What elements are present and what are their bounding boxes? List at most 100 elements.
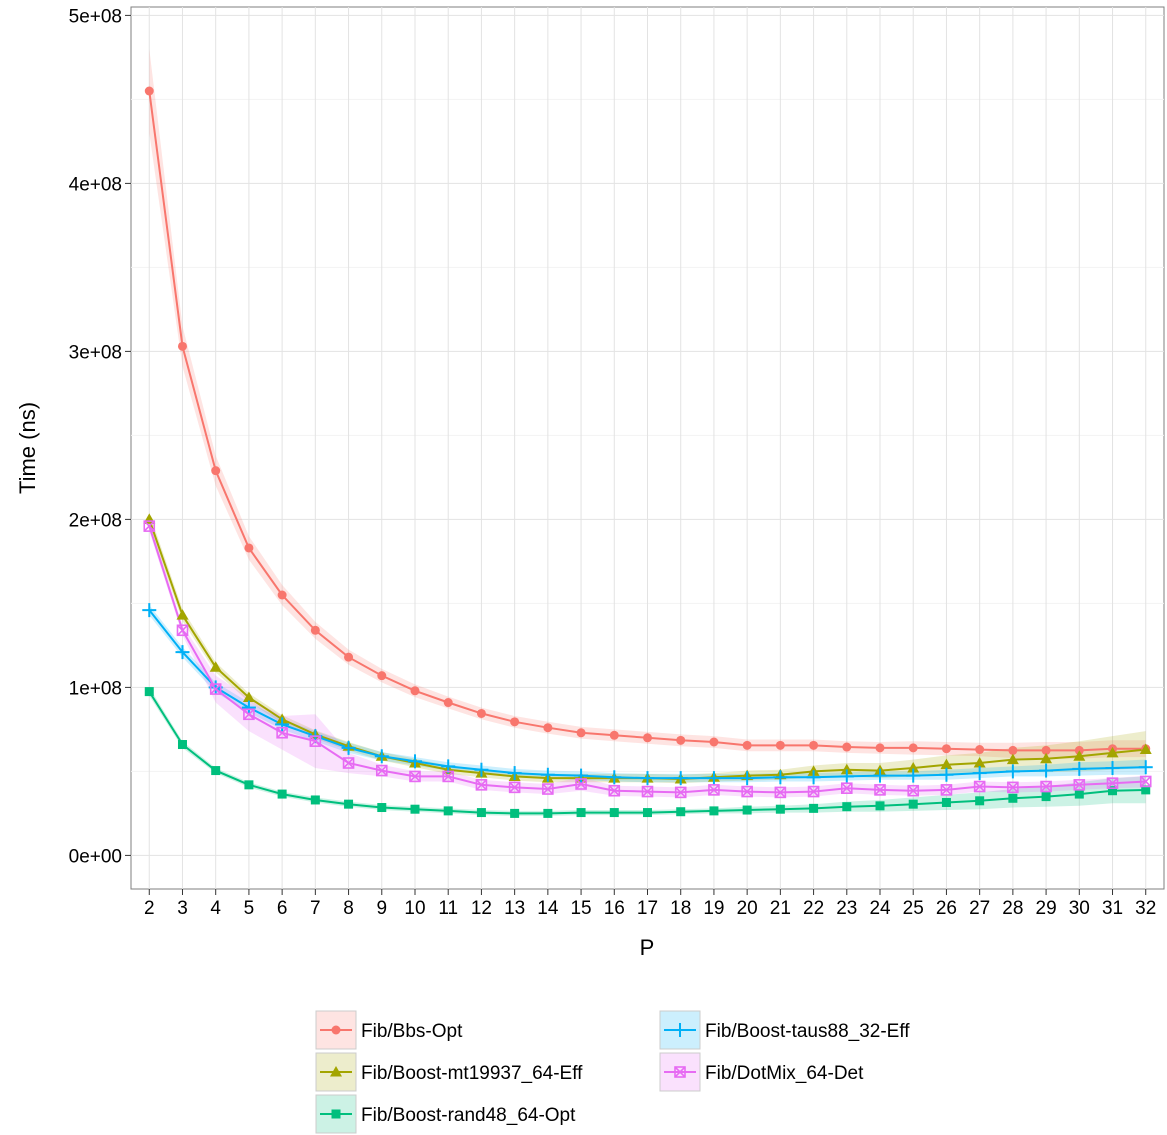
point-series-2	[908, 799, 918, 809]
point-series-2	[809, 803, 819, 813]
legend-label: Fib/Bbs-Opt	[361, 1021, 463, 1042]
point-series-1	[242, 691, 255, 702]
point-series-4	[708, 784, 720, 796]
point-series-3	[574, 768, 589, 783]
point-series-0	[742, 740, 752, 750]
point-series-3	[806, 770, 821, 785]
point-series-3	[906, 768, 921, 783]
x-tick-label: 7	[310, 898, 321, 919]
point-series-4	[209, 683, 222, 695]
point-series-0	[609, 730, 619, 740]
point-series-4	[409, 770, 421, 783]
point-series-0	[510, 717, 520, 727]
y-tick-label: 4e+08	[69, 174, 122, 195]
point-series-3	[773, 770, 788, 785]
point-series-3	[341, 740, 356, 755]
point-series-4	[342, 757, 355, 769]
point-series-2	[244, 780, 254, 790]
point-series-2	[211, 766, 221, 776]
point-series-0	[144, 86, 154, 96]
point-series-4	[442, 770, 455, 783]
point-series-1	[1006, 753, 1019, 765]
point-series-0	[941, 744, 951, 754]
point-series-3	[374, 749, 389, 764]
point-series-0	[676, 735, 686, 745]
x-tick-label: 21	[770, 898, 791, 919]
point-series-3	[1005, 764, 1020, 779]
legend-label: Fib/DotMix_64-Det	[705, 1063, 864, 1084]
point-series-4	[176, 624, 189, 637]
legend-key-marker	[331, 1109, 341, 1119]
point-series-2	[842, 802, 852, 812]
point-series-4	[874, 784, 886, 796]
point-series-0	[211, 466, 221, 476]
point-series-0	[875, 743, 885, 753]
point-series-0	[277, 590, 287, 600]
point-series-1	[176, 609, 189, 620]
point-series-4	[1139, 775, 1152, 788]
point-series-2	[1074, 789, 1084, 799]
point-series-3	[275, 717, 290, 732]
x-tick-label: 32	[1135, 898, 1156, 919]
point-series-3	[474, 762, 489, 777]
point-series-4	[741, 785, 753, 798]
point-series-1	[907, 762, 920, 773]
x-tick-label: 28	[1002, 898, 1023, 919]
grid	[131, 7, 1164, 889]
point-series-4	[807, 785, 820, 798]
point-series-2	[1141, 785, 1151, 795]
point-series-4	[608, 784, 621, 797]
y-tick-label: 5e+08	[69, 6, 122, 27]
point-series-4	[309, 735, 322, 747]
point-series-2	[676, 807, 686, 817]
legend-key-marker	[674, 1066, 686, 1078]
point-series-3	[640, 771, 655, 786]
point-series-0	[310, 625, 320, 635]
point-series-2	[144, 687, 154, 697]
legend-item: Fib/Boost-rand48_64-Opt	[315, 1094, 576, 1134]
legend-item: Fib/Bbs-Opt	[315, 1010, 463, 1050]
point-series-0	[975, 745, 985, 755]
point-series-3	[673, 771, 688, 786]
x-tick-label: 4	[210, 898, 221, 919]
point-series-0	[809, 740, 819, 750]
point-series-4	[907, 784, 920, 797]
point-series-2	[443, 806, 453, 816]
point-series-3	[540, 767, 555, 782]
y-axis-label: Time (ns)	[15, 402, 40, 494]
x-axis-label: P	[640, 935, 655, 960]
point-series-2	[643, 808, 652, 818]
x-tick-label: 15	[570, 898, 591, 919]
x-tick-label: 26	[936, 898, 957, 919]
x-tick-label: 12	[471, 898, 492, 919]
point-series-4	[575, 778, 587, 790]
point-series-0	[244, 543, 254, 553]
point-series-4	[973, 780, 986, 793]
point-series-0	[177, 341, 187, 351]
point-series-1	[1073, 750, 1086, 761]
point-series-3	[607, 770, 622, 785]
point-series-3	[740, 771, 755, 786]
point-series-3	[1039, 763, 1054, 778]
point-series-1	[940, 758, 953, 770]
point-series-0	[1008, 745, 1018, 755]
x-tick-label: 9	[376, 898, 387, 919]
point-series-0	[643, 733, 652, 743]
x-tick-label: 11	[438, 898, 458, 919]
point-series-2	[742, 805, 752, 815]
legend-label: Fib/Boost-mt19937_64-Eff	[361, 1063, 583, 1084]
point-series-4	[542, 783, 554, 795]
point-series-3	[1105, 761, 1120, 776]
point-series-0	[476, 708, 486, 718]
point-series-4	[940, 784, 953, 796]
point-series-0	[543, 723, 553, 733]
point-series-3	[507, 766, 522, 781]
x-tick-label: 29	[1036, 898, 1057, 919]
x-tick-label: 18	[670, 898, 691, 919]
legend-label: Fib/Boost-taus88_32-Eff	[705, 1021, 910, 1042]
point-series-0	[775, 740, 785, 750]
point-series-2	[975, 796, 985, 806]
point-series-4	[1007, 781, 1019, 794]
point-series-0	[377, 671, 387, 681]
